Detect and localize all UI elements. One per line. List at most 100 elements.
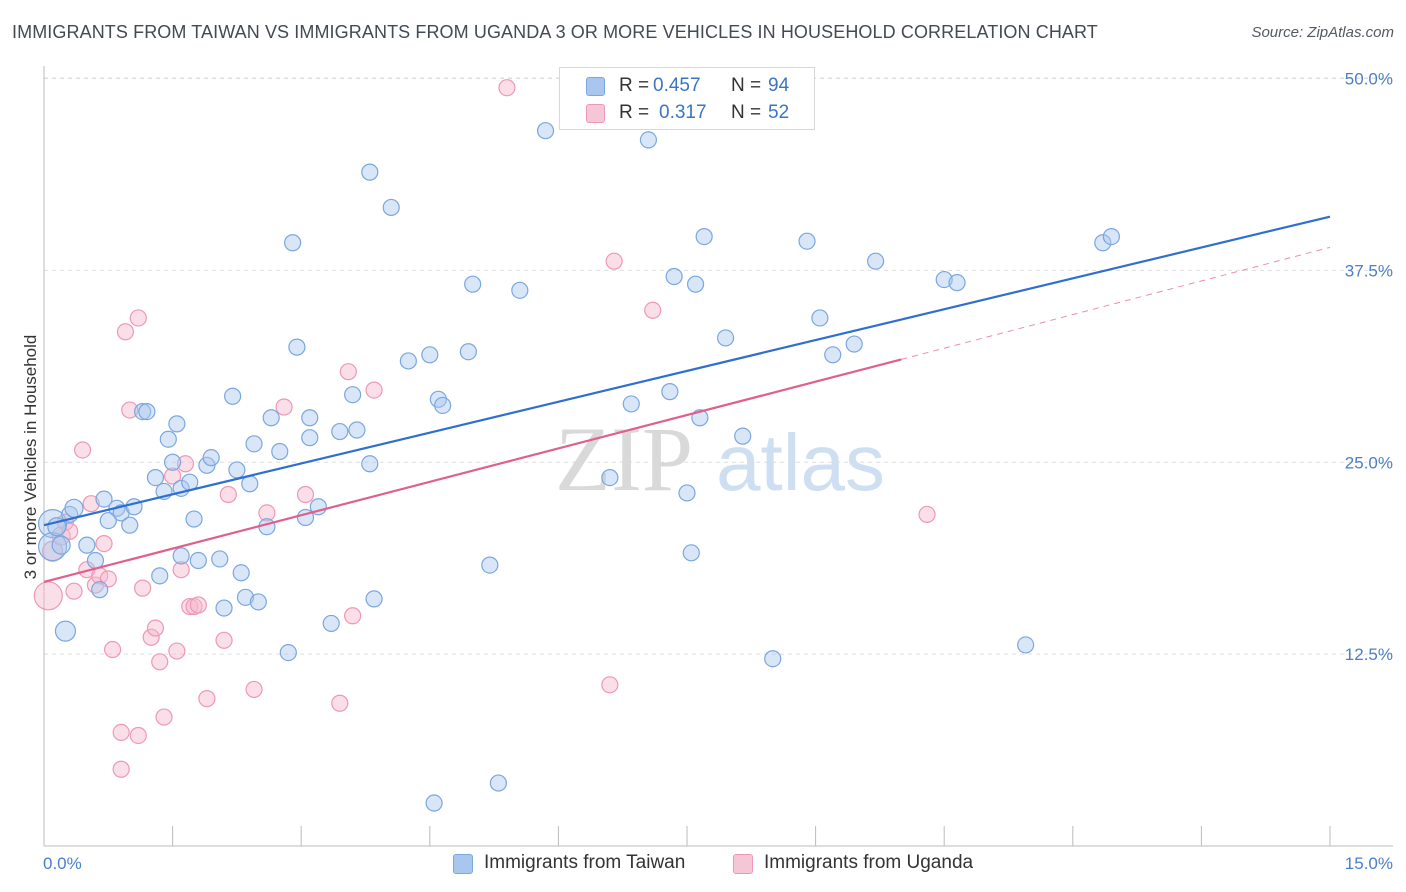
taiwan-point: [249, 593, 267, 611]
taiwan-point: [78, 536, 96, 554]
taiwan-point: [172, 547, 190, 565]
taiwan-point: [271, 442, 289, 461]
uganda-point: [918, 505, 936, 524]
taiwan-legend-label: Immigrants from Taiwan: [484, 852, 686, 873]
uganda-point: [172, 561, 190, 579]
taiwan-swatch: [586, 77, 605, 96]
taiwan-point: [845, 335, 863, 353]
uganda-point: [129, 726, 147, 745]
correlation-legend: R = 0.457 N = 94 R = 0.317 N = 52: [559, 67, 815, 130]
taiwan-point: [361, 455, 379, 473]
uganda-point: [151, 653, 169, 671]
uganda-point: [601, 676, 619, 694]
taiwan-point: [215, 599, 233, 617]
taiwan-point: [99, 511, 117, 530]
uganda-point: [142, 628, 160, 646]
taiwan-point: [661, 383, 679, 401]
uganda-point: [121, 401, 139, 419]
taiwan-point: [734, 427, 752, 445]
uganda-point: [129, 309, 147, 327]
watermark-atlas: atlas: [716, 418, 885, 507]
taiwan-point: [331, 422, 349, 441]
uganda-point: [112, 760, 130, 778]
uganda-point: [65, 582, 83, 600]
taiwan-point: [682, 544, 700, 562]
taiwan-point: [164, 453, 182, 471]
n-label: N =: [731, 102, 762, 123]
taiwan-point: [245, 435, 263, 453]
taiwan-point: [365, 590, 383, 608]
taiwan-point: [168, 415, 186, 433]
r-value: 0.317: [659, 102, 707, 123]
taiwan-point: [1102, 228, 1120, 246]
taiwan-point: [489, 774, 507, 792]
uganda-point: [215, 631, 233, 649]
uganda-trend-line: [43, 358, 902, 584]
taiwan-point: [344, 386, 362, 404]
taiwan-point: [262, 409, 280, 427]
taiwan-point: [536, 122, 555, 140]
watermark: ZIP atlas: [555, 408, 885, 510]
taiwan-points: [37, 122, 1120, 812]
taiwan-point: [348, 421, 366, 439]
taiwan-point: [665, 267, 683, 286]
taiwan-point: [133, 402, 152, 421]
taiwan-point: [601, 469, 619, 487]
uganda-point: [164, 467, 182, 485]
uganda-point: [103, 640, 122, 659]
taiwan-point: [421, 346, 439, 364]
taiwan-point: [202, 449, 220, 467]
uganda-point: [245, 680, 263, 699]
uganda-legend-label: Immigrants from Uganda: [764, 852, 974, 873]
taiwan-point: [935, 270, 953, 289]
taiwan-point: [121, 516, 139, 534]
taiwan-point: [948, 274, 966, 292]
taiwan-point: [232, 564, 250, 582]
taiwan-point: [51, 535, 71, 555]
uganda-point: [189, 596, 207, 614]
taiwan-point: [258, 518, 276, 536]
trend-lines: [43, 215, 1331, 584]
taiwan-point: [279, 643, 297, 662]
x-tick-label-max: 15.0%: [1345, 854, 1393, 873]
taiwan-point: [138, 402, 156, 421]
uganda-point: [344, 607, 362, 625]
taiwan-point: [798, 232, 816, 250]
taiwan-point: [811, 309, 829, 327]
taiwan-point: [867, 252, 885, 270]
taiwan-point: [464, 275, 482, 293]
uganda-point: [146, 619, 165, 637]
uganda-point: [155, 708, 173, 726]
uganda-point: [644, 301, 662, 319]
uganda-point: [605, 252, 623, 270]
n-label: N =: [731, 75, 762, 96]
taiwan-point: [91, 581, 109, 599]
taiwan-point: [301, 409, 319, 427]
uganda-point: [339, 363, 357, 381]
x-tick-label-min: 0.0%: [43, 854, 82, 873]
uganda-point: [331, 694, 349, 712]
uganda-point: [33, 581, 63, 611]
source-credit: Source: ZipAtlas.com: [1251, 24, 1394, 41]
taiwan-point: [151, 567, 169, 585]
uganda-point: [275, 398, 293, 416]
uganda-point: [219, 485, 237, 504]
taiwan-point: [224, 387, 242, 405]
taiwan-point: [189, 551, 207, 570]
uganda-point: [168, 642, 186, 660]
taiwan-legend-swatch: [453, 854, 473, 874]
taiwan-point: [284, 234, 302, 252]
y-tick-label: 37.5%: [1345, 261, 1393, 280]
taiwan-point: [511, 281, 529, 299]
taiwan-point: [382, 198, 400, 217]
uganda-point: [258, 504, 276, 522]
uganda-point: [198, 690, 216, 708]
taiwan-point: [54, 620, 77, 642]
watermark-zip: ZIP: [555, 408, 693, 510]
uganda-point: [112, 723, 130, 742]
uganda-points: [33, 79, 936, 778]
taiwan-point: [678, 484, 696, 502]
taiwan-point: [1094, 234, 1112, 252]
uganda-legend-swatch: [733, 854, 753, 874]
